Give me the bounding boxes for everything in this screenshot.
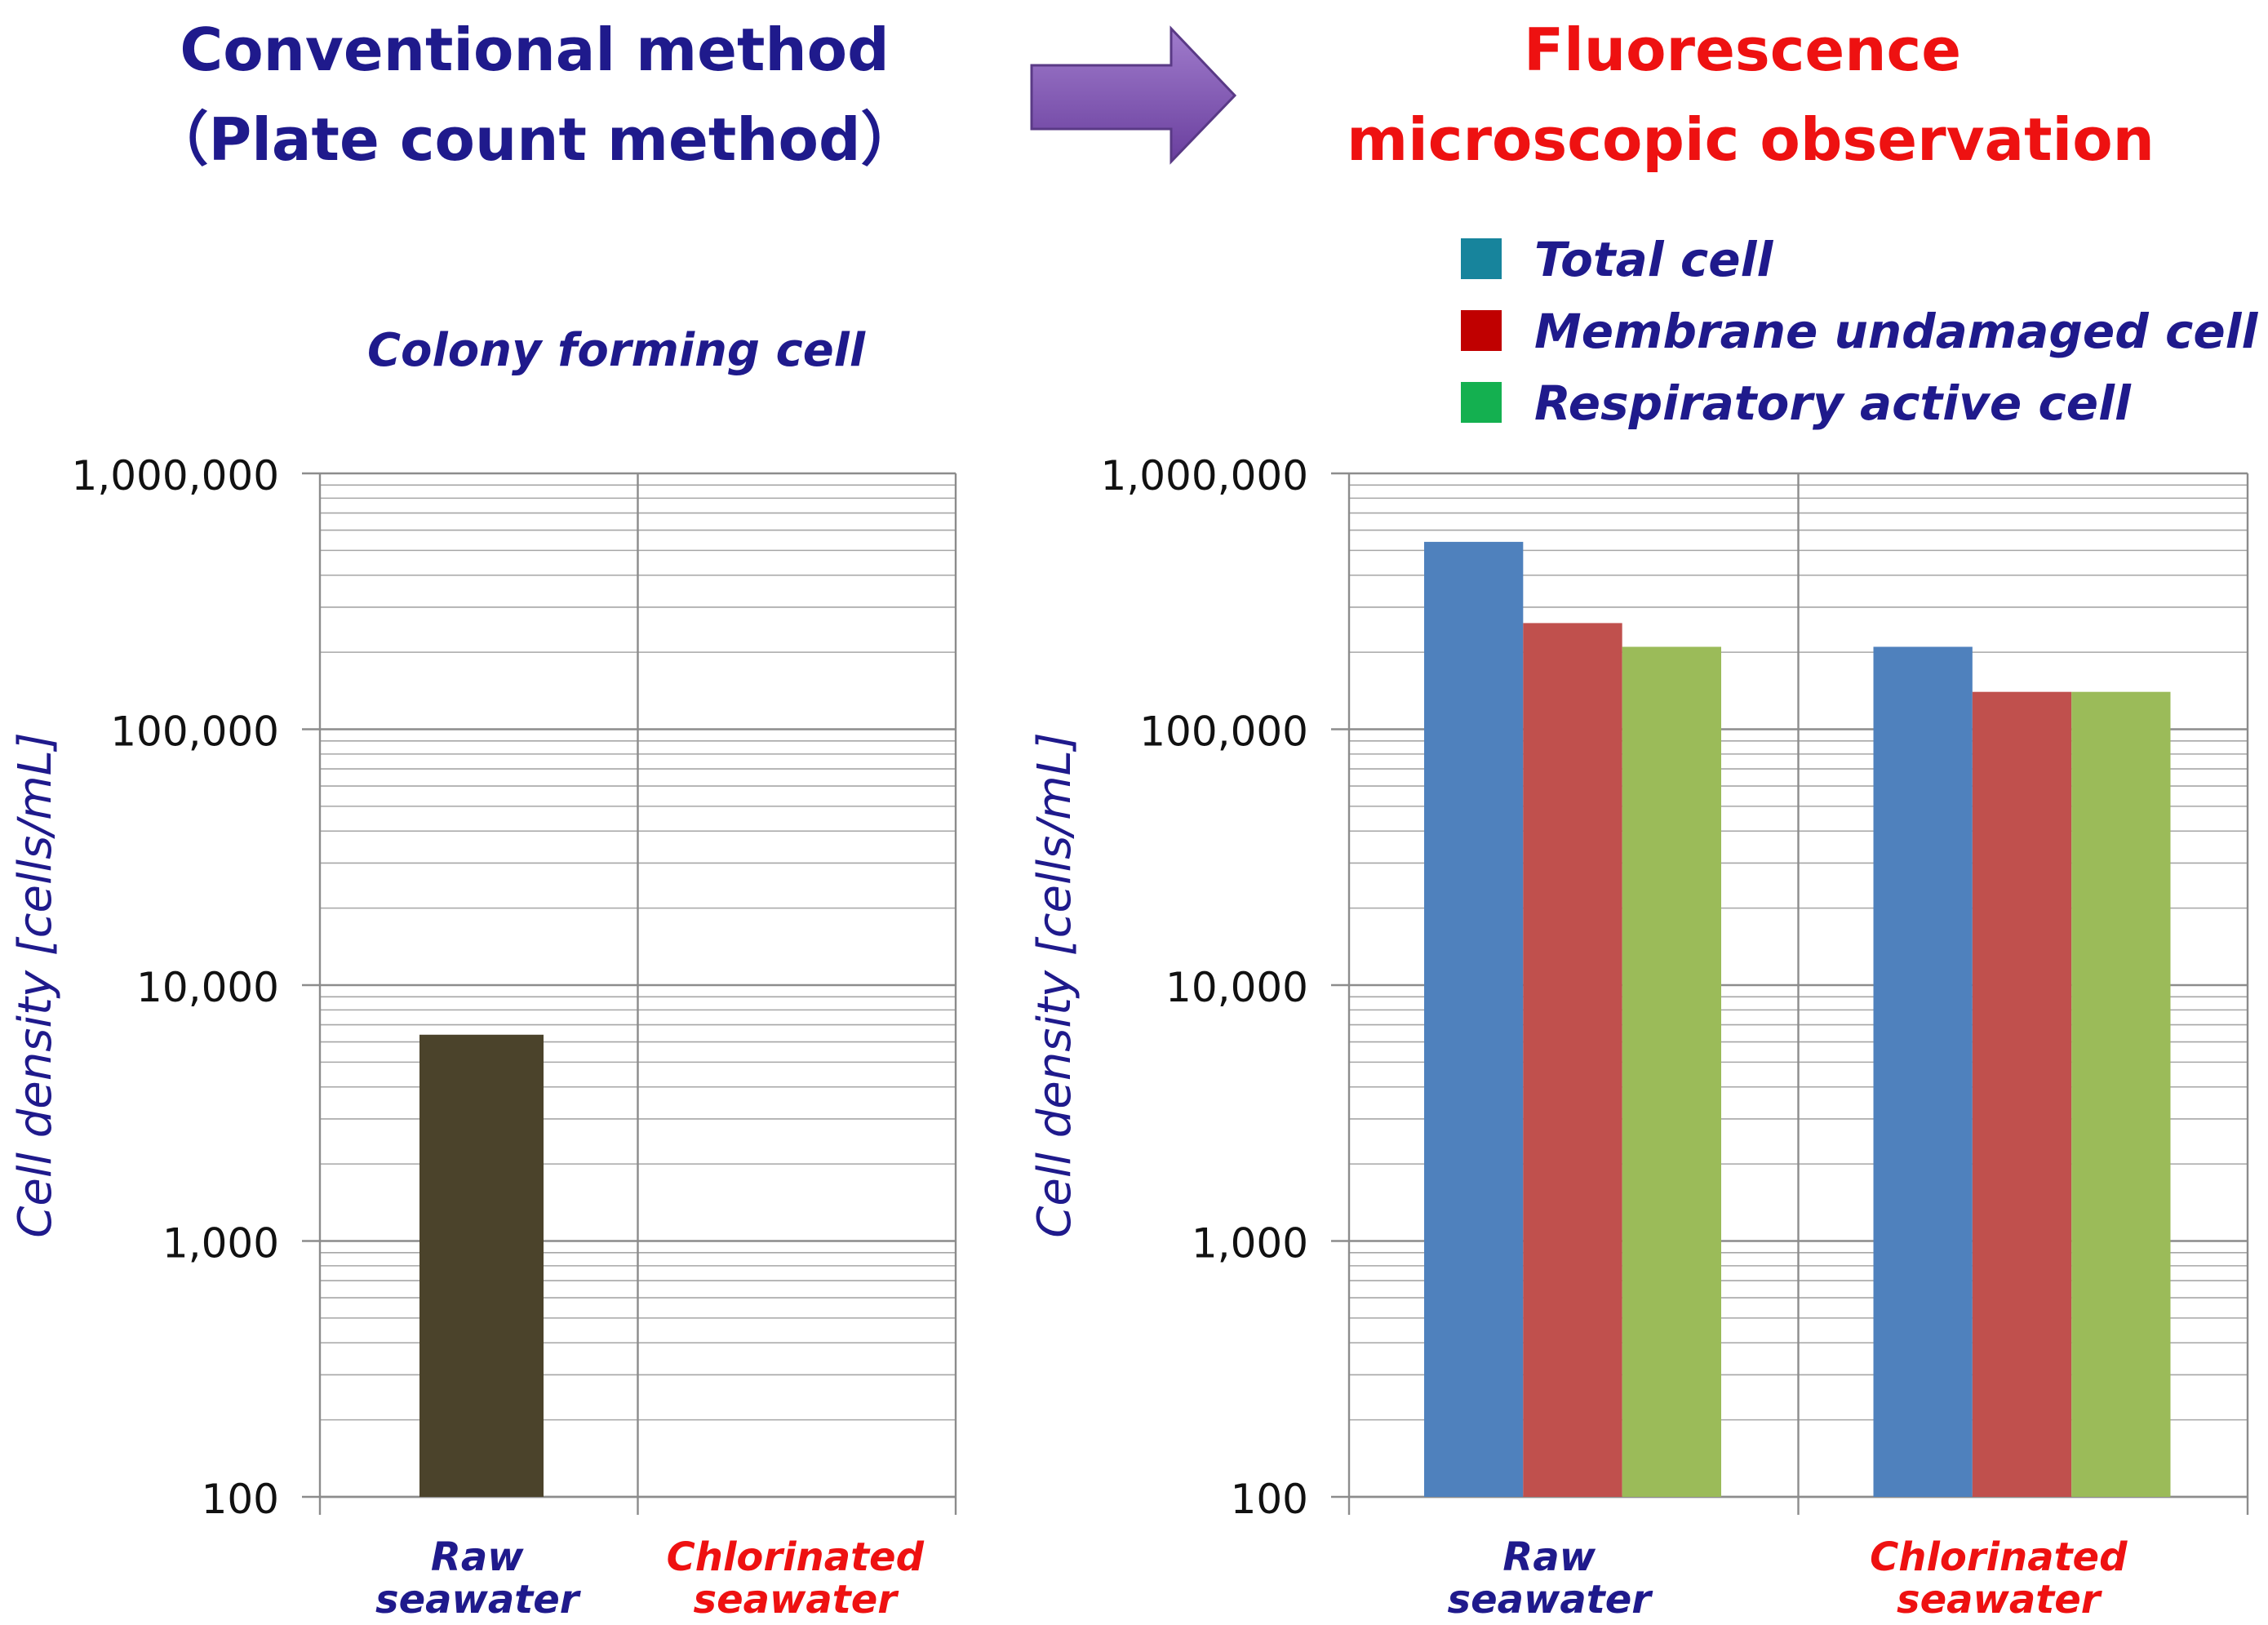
- legend-label-resp: Respiratory active cell: [1534, 375, 2132, 431]
- x-category-label: Chlorinated: [1870, 1534, 2128, 1580]
- x-category-label: Raw: [431, 1534, 524, 1580]
- x-category-label: seawater: [1897, 1577, 2103, 1623]
- right-chart: 1001,00010,000100,0001,000,000Rawseawate…: [1028, 452, 2249, 1623]
- x-category-label: seawater: [375, 1577, 582, 1623]
- y-tick-label: 1,000,000: [1101, 452, 1308, 499]
- bar-total-cell-0: [1424, 541, 1524, 1497]
- left-chart-title: Colony forming cell: [367, 324, 866, 377]
- header-right-line1: Fluorescence: [1524, 16, 1961, 84]
- legend-swatch-resp: [1461, 382, 1502, 423]
- left-chart: 1001,00010,000100,0001,000,000Rawseawate…: [9, 452, 957, 1623]
- y-tick-label: 1,000: [162, 1220, 279, 1268]
- y-tick-label: 100: [1231, 1476, 1308, 1523]
- y-tick-label: 100: [202, 1476, 279, 1523]
- x-category-label: Raw: [1502, 1534, 1596, 1580]
- bar-respiratory-active-cell-1: [2071, 691, 2171, 1497]
- x-category-label: seawater: [1448, 1577, 1654, 1623]
- legend-label-total: Total cell: [1534, 232, 1773, 287]
- y-tick-label: 10,000: [1165, 964, 1308, 1011]
- legend-swatch-membrane: [1461, 310, 1502, 351]
- bar-total-cell-1: [1873, 646, 1973, 1497]
- y-tick-label: 10,000: [136, 964, 279, 1011]
- legend: Total cell Membrane undamaged cell Respi…: [1461, 232, 2259, 431]
- y-tick-label: 1,000,000: [72, 452, 279, 499]
- y-axis-title: Cell density [cells/mL]: [9, 732, 62, 1237]
- header-left-line2: （Plate count method）: [149, 105, 919, 174]
- legend-swatch-total: [1461, 238, 1502, 279]
- bar-colony-forming-cell-0: [419, 1034, 544, 1497]
- y-axis-title: Cell density [cells/mL]: [1028, 732, 1081, 1237]
- y-tick-label: 100,000: [110, 708, 279, 756]
- x-category-label: Chlorinated: [667, 1534, 925, 1580]
- bar-membrane-undamaged-cell-1: [1972, 691, 2072, 1497]
- bar-respiratory-active-cell-0: [1622, 646, 1721, 1497]
- legend-label-membrane: Membrane undamaged cell: [1534, 304, 2259, 359]
- header-right-line2: microscopic observation: [1347, 105, 2155, 174]
- bar-membrane-undamaged-cell-0: [1523, 623, 1622, 1497]
- arrow-right-icon: [1030, 25, 1237, 165]
- y-tick-label: 1,000: [1192, 1220, 1308, 1268]
- header-left-line1: Conventional method: [180, 16, 889, 84]
- x-category-label: seawater: [694, 1577, 900, 1623]
- y-tick-label: 100,000: [1139, 708, 1308, 756]
